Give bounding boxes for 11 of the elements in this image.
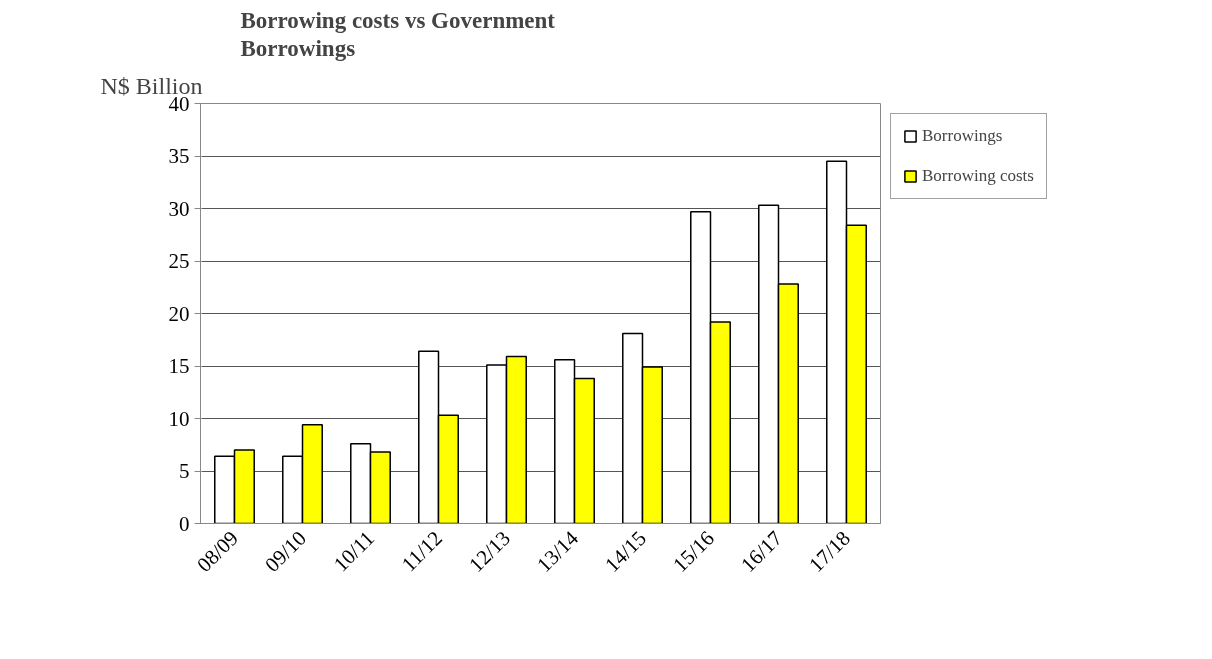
y-tick-label: 20 (168, 301, 190, 326)
y-tick-label: 0 (179, 511, 190, 536)
legend-label: Borrowings (922, 126, 1003, 146)
y-tick-label: 35 (168, 144, 190, 168)
y-tick-label: 5 (179, 459, 190, 483)
chart-title: Borrowing costs vs Government Borrowings (240, 8, 556, 61)
y-tick-label: 30 (168, 196, 190, 221)
y-tick-label: 15 (168, 354, 190, 378)
y-tick-label: 10 (168, 406, 190, 431)
y-tick-label: 25 (168, 249, 190, 273)
legend-label: Borrowing costs (922, 166, 1034, 186)
